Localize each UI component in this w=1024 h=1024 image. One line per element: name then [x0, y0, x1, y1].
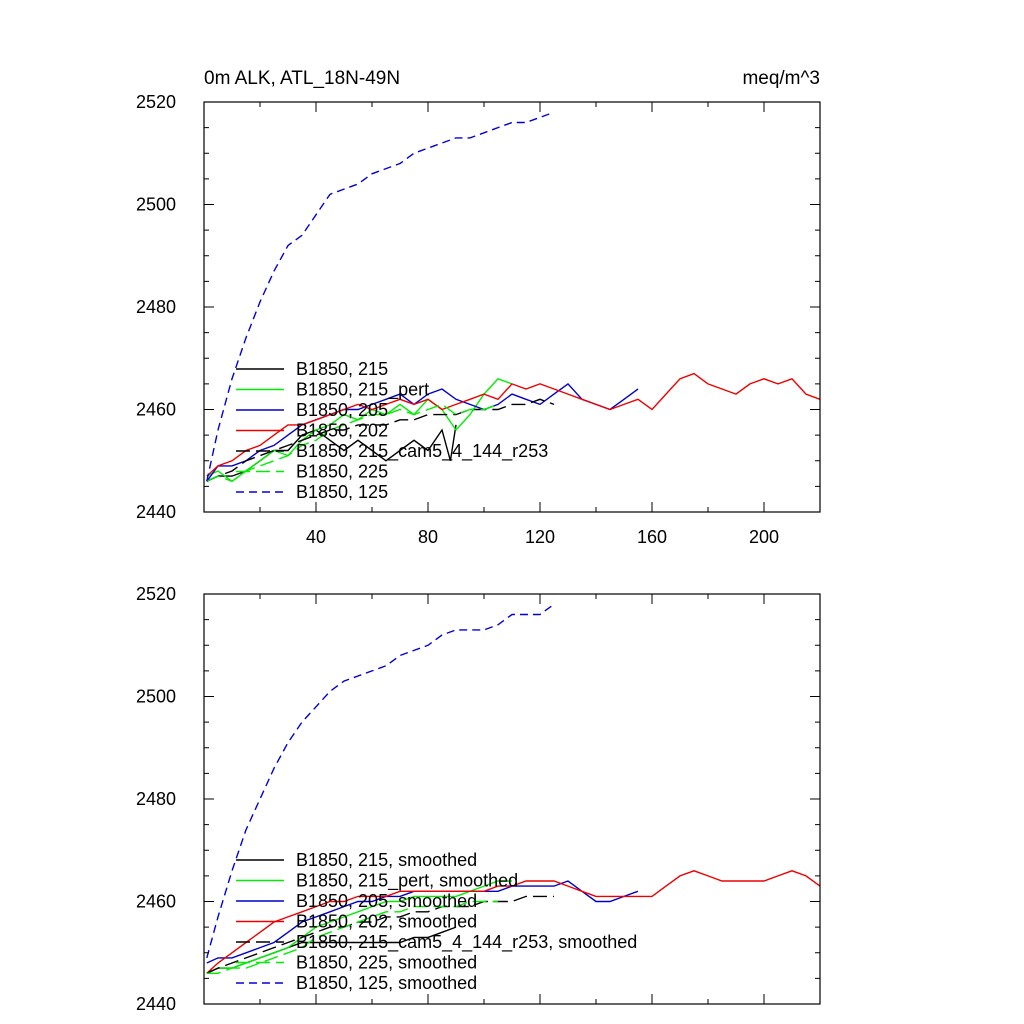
- y-tick-label: 2460: [136, 892, 176, 912]
- legend-label: B1850, 125, smoothed: [296, 973, 477, 993]
- y-tick-label: 2480: [136, 789, 176, 809]
- series-line-3: [206, 372, 821, 477]
- legend-label: B1850, 215_pert: [296, 380, 429, 401]
- x-tick-label: 40: [306, 527, 326, 547]
- legend-label: B1850, 205, smoothed: [296, 891, 477, 911]
- y-tick-label: 2460: [136, 400, 176, 420]
- y-tick-label: 2500: [136, 687, 176, 707]
- legend-label: B1850, 202: [296, 421, 388, 441]
- y-tick-label: 2520: [136, 584, 176, 604]
- legend-label: B1850, 215_cam5_4_144_r253, smoothed: [296, 932, 637, 953]
- y-tick-label: 2480: [136, 297, 176, 317]
- series-line-1: [206, 880, 512, 974]
- series-line-5: [206, 403, 499, 483]
- legend-label: B1850, 215, smoothed: [296, 850, 477, 870]
- series-line-5: [206, 900, 498, 974]
- y-tick-label: 2440: [136, 502, 176, 522]
- legend-label: B1850, 225, smoothed: [296, 953, 477, 973]
- x-tick-label: 120: [525, 527, 555, 547]
- series-line-3: [206, 870, 821, 974]
- legend-label: B1850, 202, smoothed: [296, 912, 477, 932]
- legend-label: B1850, 205: [296, 400, 388, 420]
- bottom-panel: 2440 2460 2480 2500 2520 B1850, 215, smoothed…: [136, 584, 821, 1014]
- x-tick-label: 160: [637, 527, 667, 547]
- legend-label: B1850, 215: [296, 359, 388, 379]
- y-tick-label: 2500: [136, 195, 176, 215]
- legend-label: B1850, 215_cam5_4_144_r253: [296, 441, 548, 462]
- series-line-6: [206, 111, 555, 482]
- y-tick-label: 2520: [136, 92, 176, 112]
- legend-label: B1850, 125: [296, 482, 388, 502]
- units-label: meq/m^3: [742, 68, 820, 89]
- legend-label: B1850, 215_pert, smoothed: [296, 871, 518, 892]
- legend-label: B1850, 225: [296, 462, 388, 482]
- y-tick-label: 2440: [136, 994, 176, 1014]
- x-tick-label: 80: [418, 527, 438, 547]
- x-tick-label: 200: [749, 527, 779, 547]
- top-panel: 40 80 120 160 200 2440 2460 2480 2500 2520 B1850, …: [136, 92, 821, 547]
- series-line-4: [206, 398, 555, 482]
- series-line-2: [206, 382, 639, 482]
- series-line-6: [206, 603, 555, 959]
- chart-title: 0m ALK, ATL_18N-49N: [204, 68, 400, 89]
